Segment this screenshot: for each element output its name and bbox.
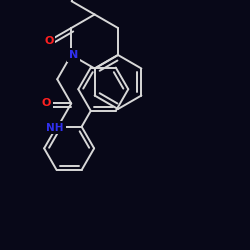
Text: NH: NH — [46, 123, 64, 133]
Text: N: N — [68, 50, 78, 60]
Text: O: O — [44, 36, 54, 46]
Text: O: O — [42, 98, 51, 108]
